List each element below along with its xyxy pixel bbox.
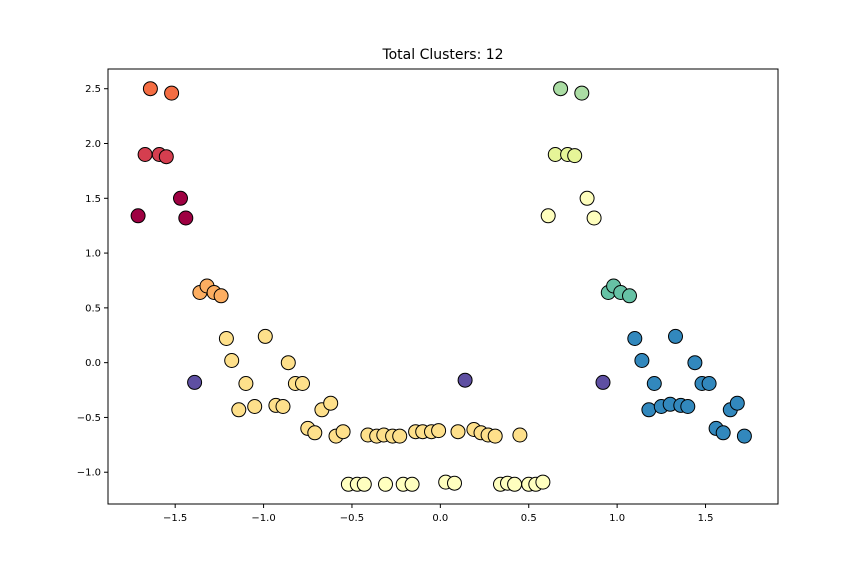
x-tick-label: 1.5 (698, 513, 714, 524)
scatter-point-cluster-7-2 (579, 190, 595, 206)
scatter-point-cluster-6-8 (447, 475, 462, 491)
scatter-point-cluster-1-3 (178, 210, 194, 226)
scatter-point-cluster-7-3 (586, 210, 602, 226)
scatter-point-cluster-7-1 (540, 208, 556, 224)
scatter-point-cluster-6-14 (535, 474, 551, 490)
scatter-point-cluster-2-3 (158, 149, 174, 165)
scatter-point-cluster-1-1 (130, 208, 146, 224)
scatter-point-cluster-11-16 (729, 395, 745, 411)
scatter-point-cluster-6-11 (507, 476, 523, 492)
scatter-point-cluster-5-27 (450, 424, 466, 440)
chart-title: Total Clusters: 12 (381, 47, 503, 63)
plot-frame (107, 68, 779, 505)
scatter-point-cluster-10-4 (622, 288, 637, 304)
scatter-point-cluster-9-1 (553, 81, 569, 97)
scatter-point-cluster-9-2 (574, 85, 590, 101)
scatter-point-cluster-11-4 (646, 376, 662, 391)
x-axis: −1.5 −1.0 −0.5 0.0 0.5 1.0 1.5 (163, 504, 713, 524)
scatter-point-cluster-8-3 (567, 148, 583, 164)
scatter-point-cluster-6-3 (356, 476, 372, 492)
x-tick-label: −0.5 (340, 513, 364, 524)
scatter-point-cluster-11-7 (668, 328, 683, 344)
scatter-point-cluster-11-3 (641, 402, 657, 418)
scatter-point-cluster-5-13 (307, 425, 323, 441)
scatter-point-cluster-5-26 (431, 423, 447, 439)
y-tick-label: 1.0 (85, 249, 101, 260)
scatter-point-cluster-5-2 (224, 353, 240, 368)
x-tick-label: 0.5 (521, 513, 537, 524)
scatter-point-cluster-5-15 (323, 395, 339, 411)
scatter-point-cluster-6-4 (378, 476, 393, 492)
scatter-point-cluster-11-12 (701, 376, 717, 391)
y-tick-label: 2.5 (85, 84, 101, 95)
y-axis: −1.0 −0.5 0.0 0.5 1.0 1.5 2.0 2.5 (77, 84, 108, 479)
scatter-point-cluster-5-3 (231, 402, 247, 418)
x-tick-label: −1.5 (163, 513, 187, 524)
scatter-point-cluster-11-14 (715, 425, 731, 441)
scatter-point-cluster-3-1 (142, 81, 158, 97)
y-tick-label: 0.0 (85, 358, 101, 369)
scatter-point-cluster-11-2 (634, 353, 650, 368)
scatter-point-cluster-5-1 (218, 331, 234, 346)
y-tick-label: 2.0 (85, 139, 101, 150)
scatter-point-cluster-5-9 (280, 355, 296, 371)
scatter-point-cluster-5-5 (247, 399, 263, 414)
scatter-point-cluster-5-8 (275, 399, 291, 414)
scatter-point-cluster-3-2 (164, 85, 180, 101)
scatter-point-cluster-5-22 (392, 428, 408, 444)
points-layer (130, 81, 752, 492)
x-tick-label: −1.0 (251, 513, 275, 524)
scatter-point-cluster-2-1 (137, 147, 153, 162)
scatter-point-cluster-5-32 (512, 427, 528, 443)
scatter-point-cluster-5-17 (335, 424, 351, 440)
scatter-point-cluster-11-17 (736, 428, 752, 444)
scatter-point-cluster-5-4 (238, 376, 254, 391)
scatter-point-cluster-11-9 (680, 399, 696, 414)
scatter-point-cluster-12-3 (595, 374, 611, 390)
scatter-point-cluster-6-6 (404, 476, 420, 492)
x-tick-label: 1.0 (609, 513, 625, 524)
scatter-point-cluster-12-2 (457, 372, 473, 388)
y-tick-label: 1.5 (85, 194, 101, 205)
scatter-point-cluster-11-10 (687, 355, 703, 371)
scatter-point-cluster-5-6 (257, 328, 273, 344)
x-tick-label: 0.0 (432, 513, 448, 524)
scatter-point-cluster-5-11 (295, 376, 310, 391)
y-tick-label: −1.0 (77, 468, 101, 479)
y-tick-label: −0.5 (77, 413, 101, 424)
y-tick-label: 0.5 (85, 303, 101, 314)
scatter-point-cluster-1-2 (173, 190, 188, 206)
scatter-point-cluster-11-1 (627, 331, 643, 346)
scatter-point-cluster-4-4 (213, 288, 229, 304)
scatter-point-cluster-5-31 (487, 428, 503, 444)
scatter-point-cluster-12-1 (187, 374, 203, 390)
